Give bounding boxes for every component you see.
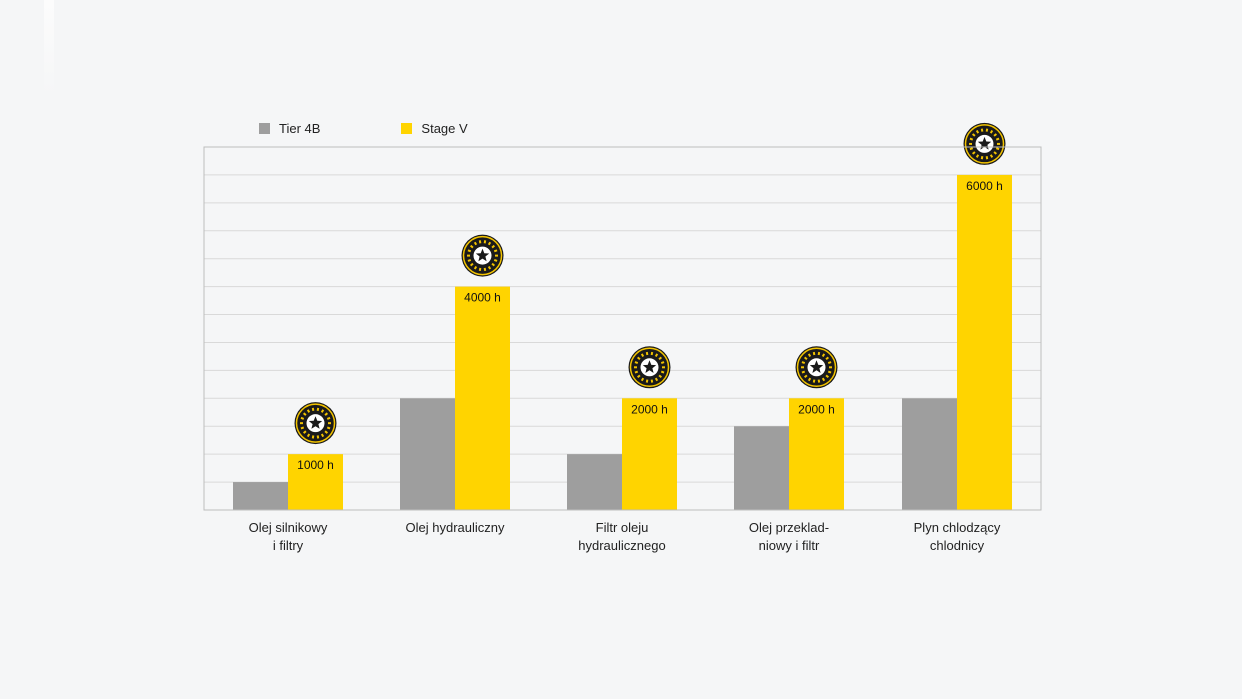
data-label-stagev: 2000 h: [798, 402, 835, 416]
data-label-stagev: 4000 h: [464, 291, 501, 305]
category-label: Olej przeklad- niowy i filtr: [748, 520, 830, 553]
data-label-stagev: 2000 h: [631, 402, 668, 416]
category-label: Olej hydrauliczny: [405, 520, 505, 535]
bar-tier4b: [734, 426, 789, 510]
data-label-stagev: 1000 h: [297, 458, 334, 472]
legend-swatch-stagev: [401, 123, 413, 134]
legend-label-tier4b: Tier 4B: [279, 121, 321, 136]
bar-tier4b: [567, 454, 622, 510]
best-in-class-badge-icon: [461, 234, 504, 277]
bar-stagev: [957, 174, 1012, 510]
best-in-class-badge-icon: [963, 122, 1006, 165]
legend-label-stagev: Stage V: [421, 121, 468, 136]
legend-item-tier4b: Tier 4B: [259, 121, 320, 136]
category-label: Filtr oleju hydraulicznego: [578, 520, 666, 553]
bar-stagev: [789, 398, 844, 510]
bar-stagev: [455, 286, 510, 510]
best-in-class-badge-icon: [795, 346, 838, 389]
legend-swatch-tier4b: [259, 123, 270, 134]
bar-stagev: [622, 398, 677, 510]
bar-tier4b: [233, 482, 288, 510]
best-in-class-badge-icon: [628, 346, 671, 389]
bar-tier4b: [400, 398, 455, 510]
legend-item-stagev: Stage V: [401, 121, 468, 136]
best-in-class-badge-icon: [294, 402, 337, 445]
category-label: Olej silnikowy i filtry: [248, 520, 328, 553]
chart-legend: Tier 4B Stage V: [259, 121, 549, 136]
data-label-stagev: 6000 h: [966, 179, 1003, 193]
bar-stagev: [288, 454, 343, 510]
plot-frame: [203, 146, 1042, 511]
bar-tier4b: [902, 398, 957, 510]
category-label: Plyn chlodzący chlodnicy: [913, 520, 1001, 553]
decorative-strip: [44, 0, 54, 95]
